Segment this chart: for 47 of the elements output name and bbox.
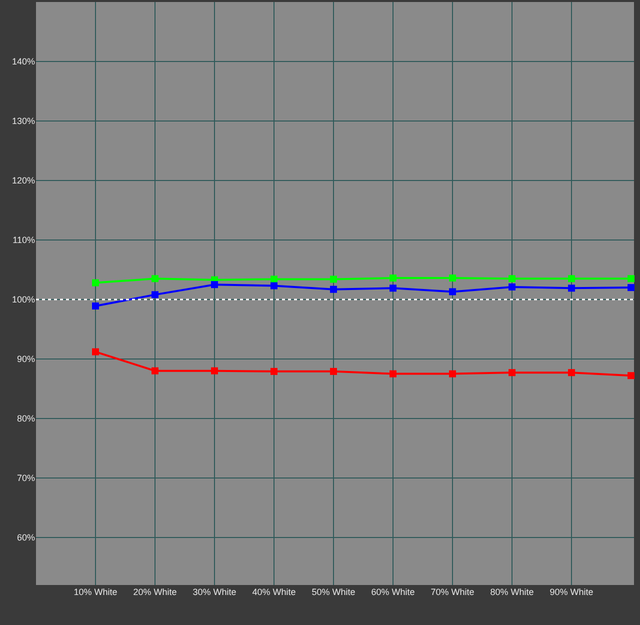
- y-tick-label: 130%: [12, 116, 35, 126]
- point: [270, 368, 278, 375]
- y-tick-label: 70%: [16, 473, 35, 484]
- point: [270, 276, 278, 283]
- point: [568, 369, 576, 376]
- x-tick-label: 60% White: [371, 587, 415, 597]
- point: [92, 348, 99, 356]
- point: [152, 367, 158, 374]
- x-tick-label: 30% White: [192, 587, 236, 597]
- point: [508, 283, 516, 290]
- point: [152, 291, 158, 298]
- point: [449, 370, 456, 378]
- y-tick-label: 120%: [12, 176, 35, 186]
- point: [568, 284, 576, 292]
- point: [390, 274, 397, 282]
- point: [330, 276, 338, 283]
- point: [330, 286, 338, 293]
- point: [211, 281, 218, 288]
- point: [211, 367, 218, 374]
- point: [449, 288, 456, 296]
- point: [92, 279, 99, 286]
- point: [449, 274, 456, 282]
- x-tick-label: 10% White: [74, 587, 118, 597]
- point: [628, 284, 635, 292]
- point: [628, 275, 635, 282]
- y-tick-label: 140%: [12, 56, 35, 67]
- y-tick-label: 90%: [16, 354, 35, 364]
- y-tick-label: 110%: [12, 235, 35, 246]
- point: [92, 302, 99, 310]
- x-tick-label: 20% White: [133, 587, 177, 597]
- x-tick-label: 50% White: [312, 587, 356, 597]
- point: [568, 275, 576, 282]
- point: [270, 282, 278, 290]
- x-tick-label: 70% White: [430, 587, 474, 597]
- y-tick-label: 100%: [12, 294, 35, 305]
- x-tick-label: 80% White: [490, 587, 534, 597]
- y-tick-label: 60%: [16, 532, 35, 543]
- x-tick-label: 40% White: [252, 587, 296, 597]
- point: [390, 284, 397, 292]
- point: [628, 372, 635, 380]
- point: [508, 275, 516, 282]
- y-tick-label: 80%: [16, 414, 35, 424]
- point: [152, 275, 158, 282]
- x-tick-label: 90% White: [550, 587, 594, 597]
- point: [330, 368, 338, 375]
- point: [508, 369, 516, 376]
- point: [390, 370, 397, 378]
